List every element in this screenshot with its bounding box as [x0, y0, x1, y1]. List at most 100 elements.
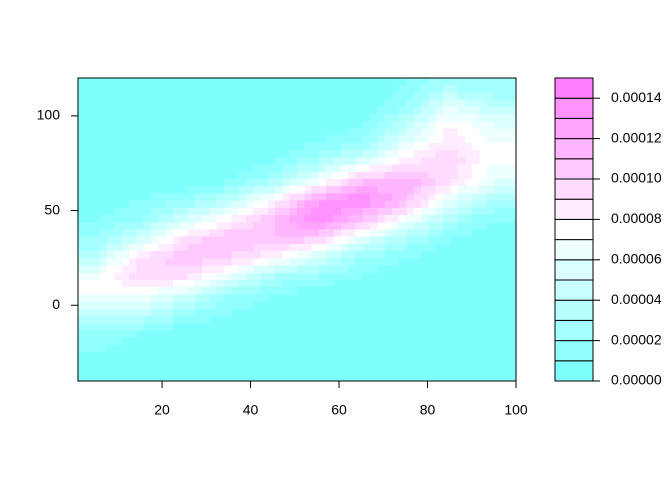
density-cell [216, 207, 225, 216]
density-cell [326, 294, 335, 303]
density-cell [289, 316, 298, 324]
density-cell [114, 164, 123, 173]
density-cell [172, 366, 181, 375]
density-cell [508, 337, 517, 346]
density-cell [472, 106, 481, 115]
density-cell [348, 294, 356, 303]
density-cell [282, 323, 291, 332]
density-cell [318, 301, 327, 310]
density-cell [355, 114, 364, 122]
density-cell [209, 164, 218, 173]
density-cell [282, 373, 291, 382]
density-cell [435, 373, 444, 382]
density-cell [508, 308, 517, 317]
density-cell [435, 78, 444, 86]
density-cell [472, 308, 481, 317]
density-cell [501, 157, 510, 166]
x-tick-label: 40 [243, 402, 259, 418]
density-cell [413, 78, 422, 86]
density-cell [370, 78, 378, 86]
density-cell [151, 121, 159, 130]
density-cell [384, 229, 393, 238]
density-cell [362, 222, 371, 231]
density-cell [99, 258, 108, 267]
density-cell [464, 330, 473, 339]
density-cell [443, 243, 451, 252]
density-cell [421, 207, 429, 216]
density-cell [158, 106, 167, 115]
density-cell [172, 114, 181, 122]
density-cell [187, 157, 196, 166]
density-cell [180, 236, 189, 245]
density-cell [282, 85, 291, 94]
density-cell [435, 330, 444, 339]
density-cell [224, 121, 232, 130]
density-cell [318, 265, 327, 274]
density-cell [165, 200, 174, 209]
density-cell [85, 301, 94, 310]
density-cell [370, 366, 378, 375]
density-cell [202, 272, 210, 281]
density-cell [92, 157, 101, 166]
density-cell [107, 265, 116, 274]
density-cell [340, 222, 349, 231]
density-cell [464, 121, 473, 130]
density-cell [406, 330, 415, 339]
density-cell [209, 171, 218, 180]
density-cell [136, 308, 145, 317]
density-cell [92, 236, 101, 245]
density-cell [443, 200, 451, 209]
density-cell [245, 99, 254, 108]
density-cell [362, 258, 371, 267]
density-cell [406, 128, 415, 137]
density-cell [224, 128, 232, 137]
density-cell [450, 179, 459, 187]
density-cell [435, 258, 444, 267]
density-cell [172, 193, 181, 202]
density-cell [501, 92, 510, 101]
density-cell [121, 171, 130, 180]
density-cell [370, 157, 378, 166]
density-cell [216, 193, 225, 202]
density-cell [180, 222, 189, 231]
density-cell [143, 78, 152, 86]
density-cell [333, 337, 342, 346]
density-cell [326, 258, 335, 267]
density-cell [348, 258, 356, 267]
density-cell [421, 265, 429, 274]
key-tick-label: 0.00012 [611, 129, 662, 145]
density-cell [231, 215, 240, 223]
density-cell [486, 179, 495, 187]
density-cell [165, 294, 174, 303]
density-cell [340, 150, 349, 158]
density-cell [158, 330, 167, 339]
density-cell [282, 344, 291, 353]
density-cell [318, 337, 327, 346]
density-cell [479, 193, 488, 202]
density-cell [216, 352, 225, 360]
density-cell [508, 215, 517, 223]
density-cell [194, 344, 203, 353]
density-cell [107, 352, 116, 360]
density-cell [428, 157, 437, 166]
density-cell [311, 323, 320, 332]
density-cell [304, 85, 313, 94]
density-cell [450, 85, 459, 94]
density-cell [99, 128, 108, 137]
density-cell [267, 200, 276, 209]
density-cell [216, 186, 225, 195]
density-cell [289, 85, 298, 94]
density-cell [457, 258, 466, 267]
density-cell [209, 157, 218, 166]
density-cell [450, 251, 459, 259]
density-cell [450, 186, 459, 195]
density-cell [311, 78, 320, 86]
density-cell [78, 280, 86, 288]
density-cell [224, 150, 232, 158]
density-cell [399, 171, 408, 180]
density-cell [180, 265, 189, 274]
density-cell [121, 251, 130, 259]
density-cell [129, 373, 137, 382]
density-cell [486, 366, 495, 375]
density-cell [224, 222, 232, 231]
